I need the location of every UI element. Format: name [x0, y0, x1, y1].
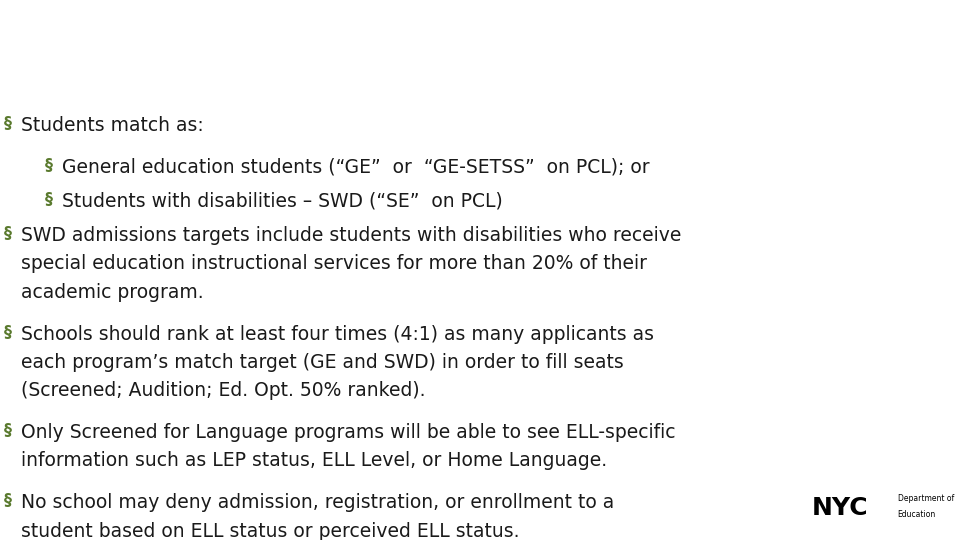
Text: academic program.: academic program.: [21, 282, 204, 302]
Text: No school may deny admission, registration, or enrollment to a: No school may deny admission, registrati…: [21, 494, 614, 512]
Text: Ranking and Student Information: Ranking and Student Information: [21, 27, 754, 65]
Text: §: §: [4, 494, 12, 509]
Text: each program’s match target (GE and SWD) in order to fill seats: each program’s match target (GE and SWD)…: [21, 353, 624, 372]
Text: Schools should rank at least four times (4:1) as many applicants as: Schools should rank at least four times …: [21, 325, 654, 343]
Text: Only Screened for Language programs will be able to see ELL-specific: Only Screened for Language programs will…: [21, 423, 676, 442]
Text: §: §: [4, 325, 12, 340]
Text: SWD admissions targets include students with disabilities who receive: SWD admissions targets include students …: [21, 226, 682, 245]
Text: (Screened; Audition; Ed. Opt. 50% ranked).: (Screened; Audition; Ed. Opt. 50% ranked…: [21, 381, 425, 400]
Text: §: §: [45, 158, 53, 173]
Text: information such as LEP status, ELL Level, or Home Language.: information such as LEP status, ELL Leve…: [21, 451, 608, 470]
Text: §: §: [4, 423, 12, 438]
Text: Department of: Department of: [898, 495, 954, 503]
Text: NYC: NYC: [812, 496, 868, 520]
Text: §: §: [4, 226, 12, 241]
Text: Education: Education: [898, 510, 936, 519]
Text: §: §: [4, 116, 12, 131]
Text: special education instructional services for more than 20% of their: special education instructional services…: [21, 254, 647, 273]
Text: §: §: [45, 192, 53, 207]
Text: General education students (“GE”  or  “GE-SETSS”  on PCL); or: General education students (“GE” or “GE-…: [62, 158, 650, 177]
Text: student based on ELL status or perceived ELL status.: student based on ELL status or perceived…: [21, 522, 519, 540]
Text: Students match as:: Students match as:: [21, 116, 204, 134]
Text: Students with disabilities – SWD (“SE”  on PCL): Students with disabilities – SWD (“SE” o…: [62, 192, 503, 211]
